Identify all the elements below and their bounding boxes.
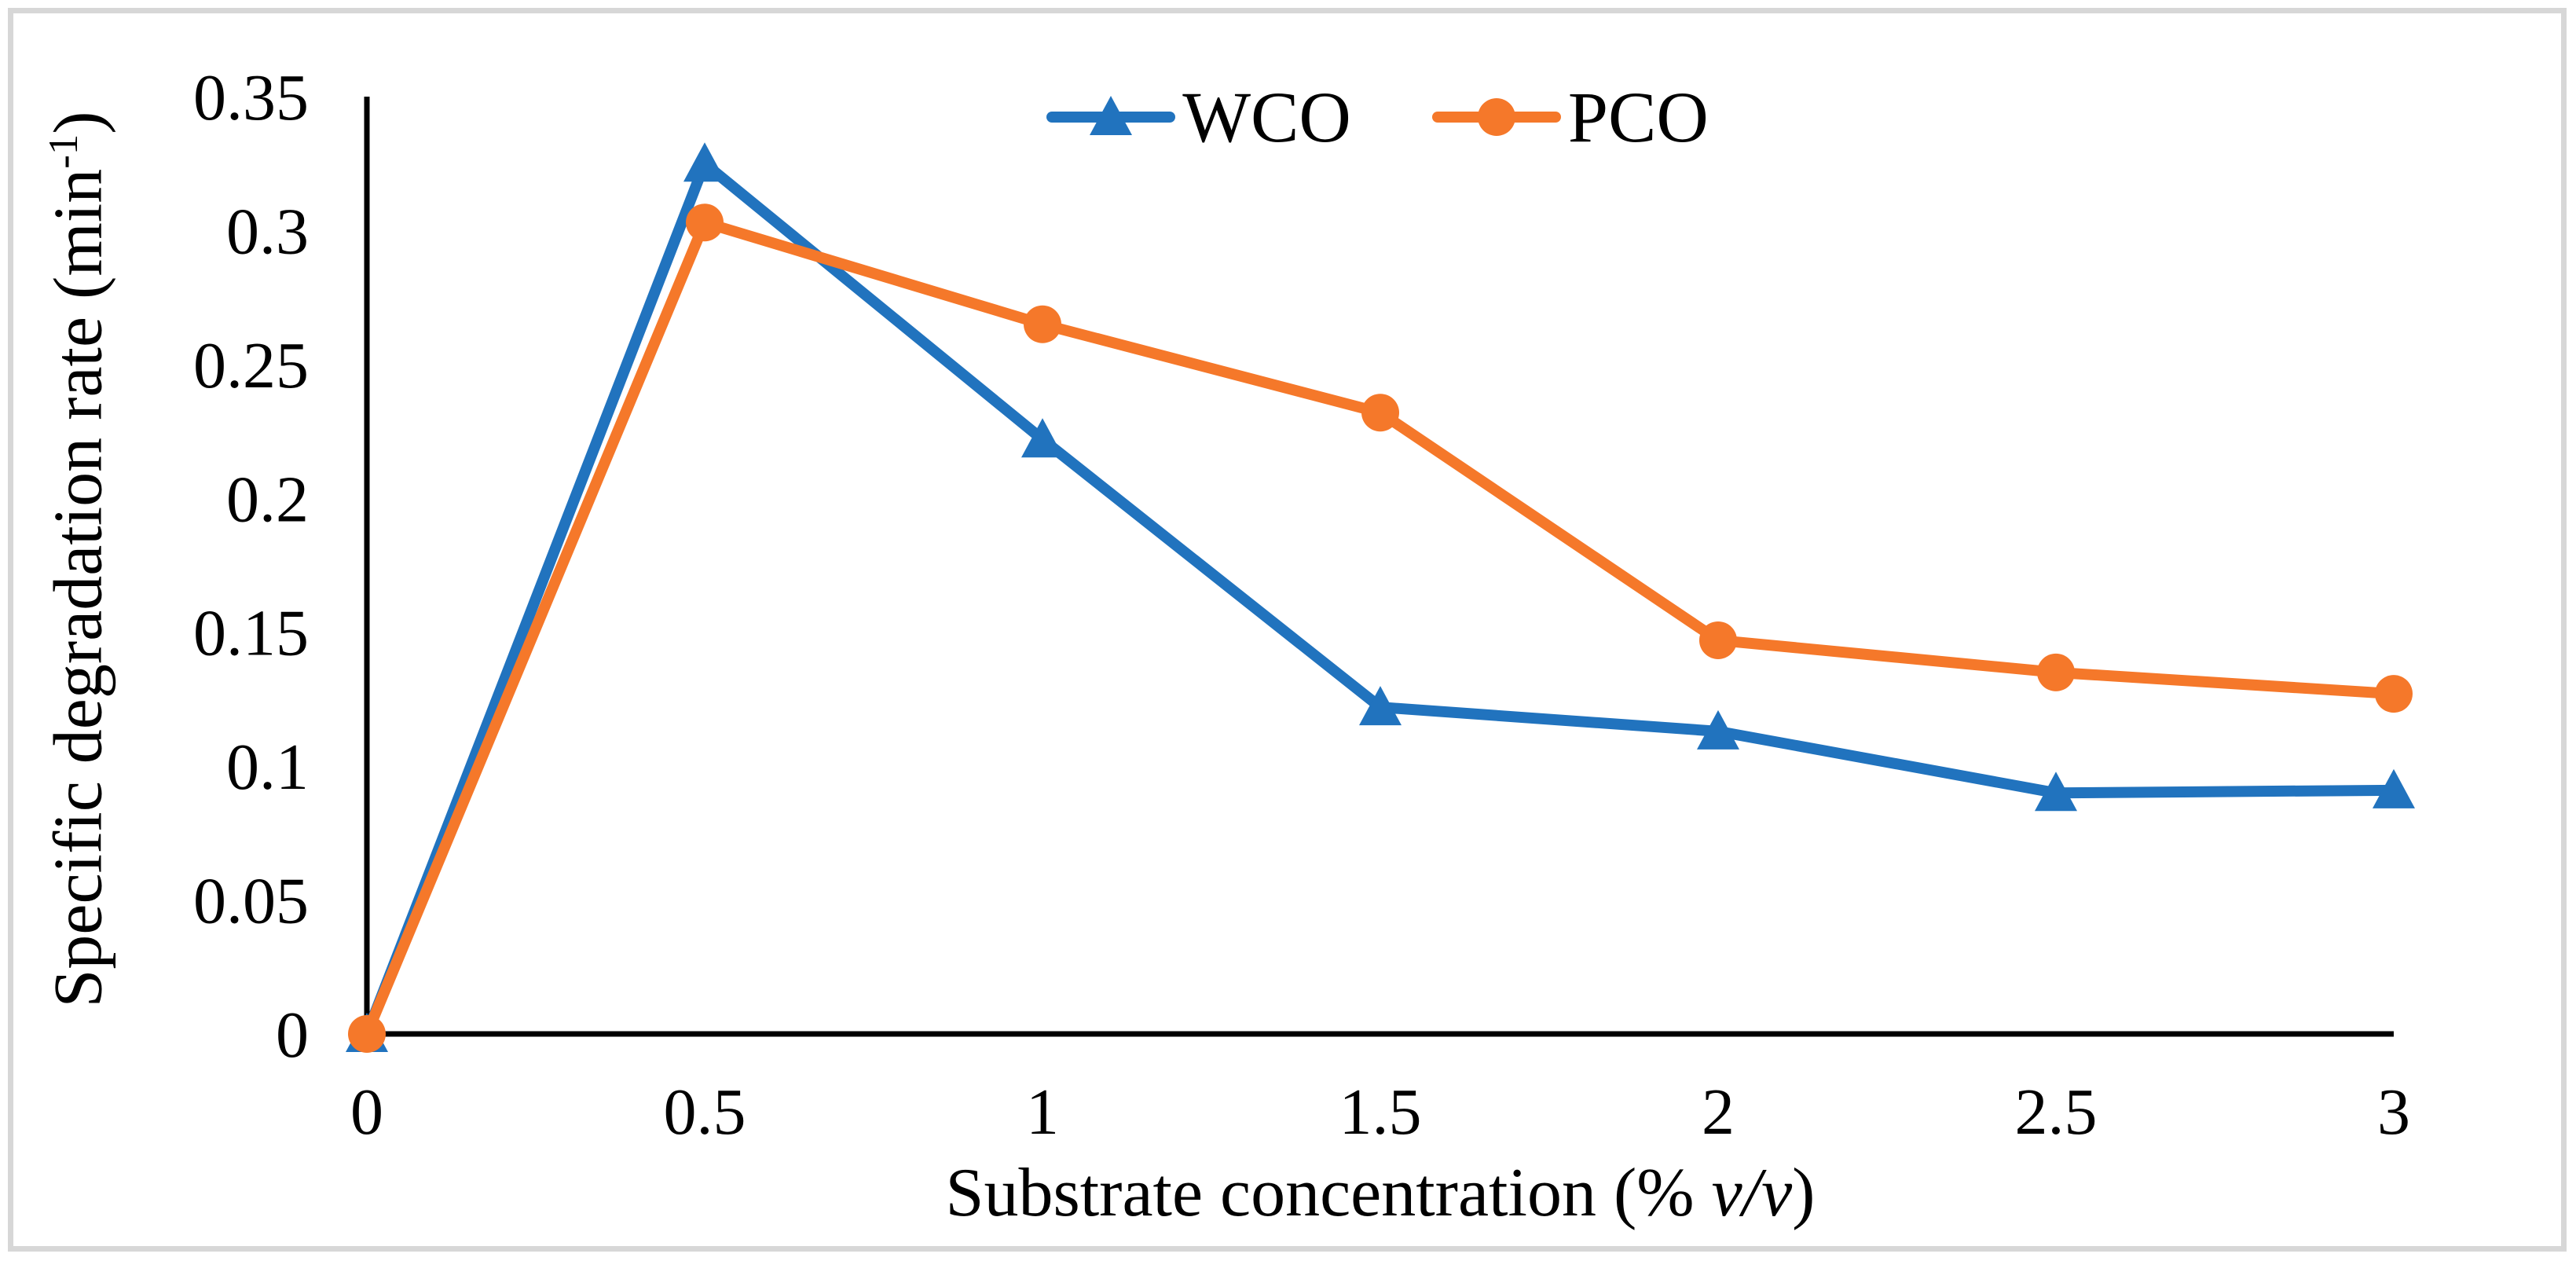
series-line xyxy=(361,217,2399,1039)
x-tick-label: 2 xyxy=(1702,1076,1735,1149)
series-pco xyxy=(348,203,2413,1053)
circle-marker-icon xyxy=(686,203,724,242)
x-tick-label: 2.5 xyxy=(2015,1076,2098,1149)
y-tick-label: 0 xyxy=(276,999,309,1072)
legend-label-pco: PCO xyxy=(1567,77,1709,157)
legend: WCO PCO xyxy=(367,66,2394,168)
circle-marker-icon xyxy=(1361,394,1399,432)
legend-label-wco: WCO xyxy=(1182,77,1351,157)
x-axis-title: Substrate concentration (% v/v) xyxy=(945,1155,1816,1231)
triangle-marker-icon xyxy=(2373,768,2415,808)
y-axis-title: Specific degradation rate (min-1) xyxy=(40,111,117,1008)
circle-marker-icon xyxy=(1024,305,1061,343)
x-tick-label: 1 xyxy=(1026,1076,1059,1149)
y-axis-title-superscript: -1 xyxy=(41,134,87,169)
y-tick-label: 0.25 xyxy=(193,329,309,402)
circle-marker-icon xyxy=(1699,621,1737,659)
y-tick-label: 0.05 xyxy=(193,865,309,938)
triangle-marker-icon xyxy=(1359,686,1402,726)
triangle-marker-icon xyxy=(1697,709,1739,750)
triangle-marker-icon xyxy=(2035,772,2077,812)
y-tick-label: 0.3 xyxy=(226,195,309,268)
legend-item-pco: PCO xyxy=(1431,77,1709,157)
triangle-marker-icon xyxy=(1021,418,1064,458)
y-tick-label: 0.2 xyxy=(226,463,309,536)
x-tick-label: 0 xyxy=(350,1076,383,1149)
circle-marker-icon xyxy=(2037,653,2075,691)
circle-marker-icon xyxy=(1477,98,1515,136)
x-tick-label: 0.5 xyxy=(664,1076,746,1149)
pco-circle-marker-icon xyxy=(1431,78,1561,156)
y-tick-label: 0.15 xyxy=(193,597,309,670)
series-wco xyxy=(346,142,2415,1052)
wco-triangle-marker-icon xyxy=(1046,78,1176,156)
triangle-marker-icon xyxy=(683,142,726,182)
circle-marker-icon xyxy=(348,1015,386,1053)
x-tick-label: 3 xyxy=(2377,1076,2410,1149)
y-tick-label: 0.35 xyxy=(193,61,309,134)
y-tick-label: 0.1 xyxy=(226,731,309,804)
x-tick-label: 1.5 xyxy=(1339,1076,1422,1149)
legend-item-wco: WCO xyxy=(1046,77,1351,157)
circle-marker-icon xyxy=(2375,675,2413,713)
triangle-marker-icon xyxy=(1090,96,1133,135)
x-axis-title-italic: v/v xyxy=(1711,1155,1793,1231)
